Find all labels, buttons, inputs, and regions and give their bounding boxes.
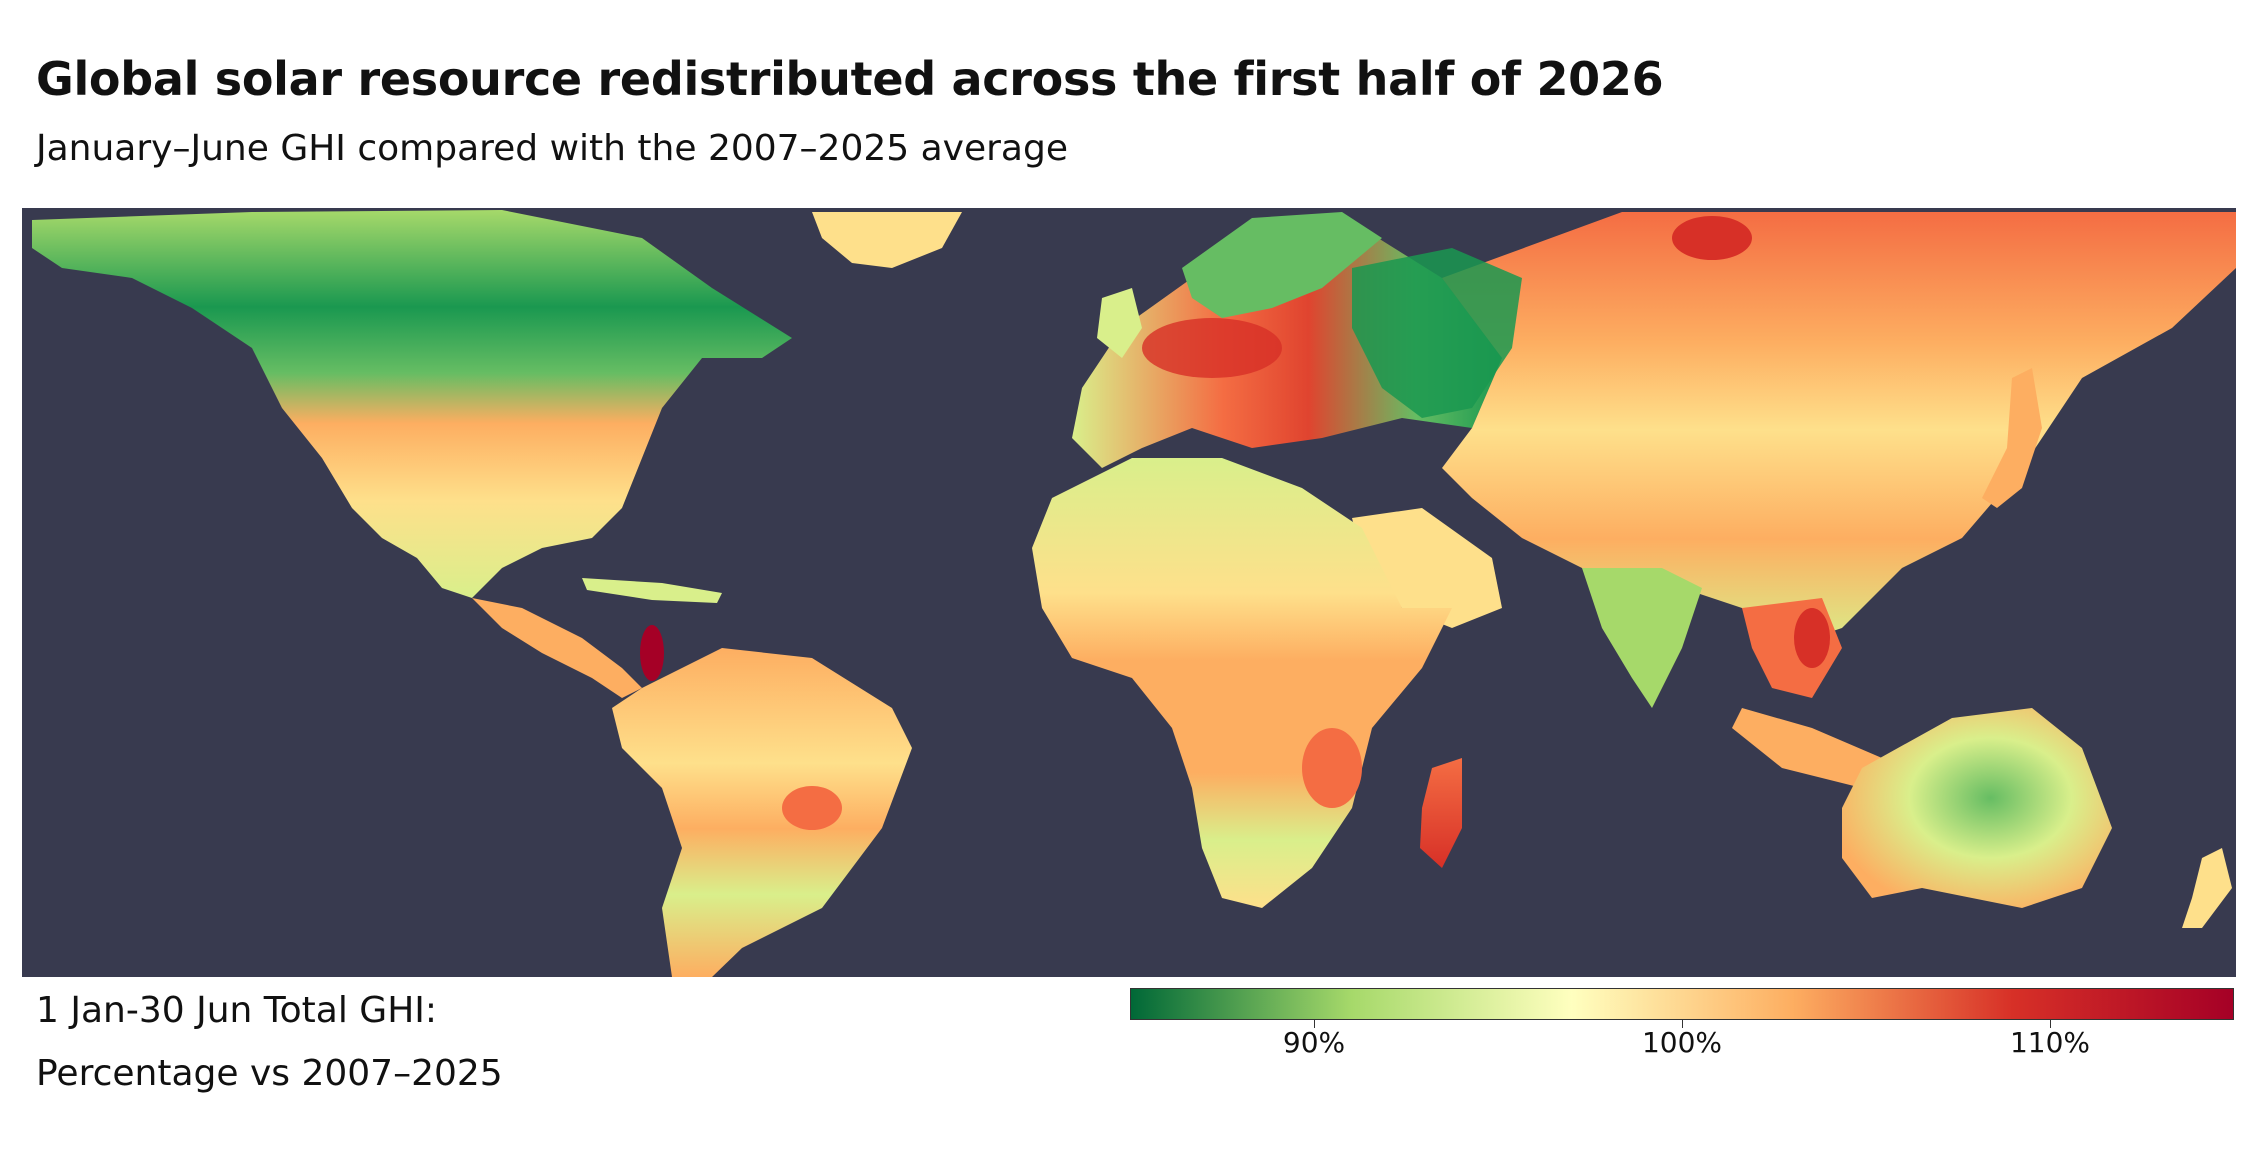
new-zealand: [2182, 848, 2232, 928]
australia: [1842, 708, 2112, 908]
asia: [1442, 212, 2236, 648]
uk: [1097, 288, 1142, 358]
central-america: [472, 598, 642, 698]
india: [1582, 568, 1702, 708]
south-america: [612, 648, 912, 977]
legend-tick-mark: [2050, 1020, 2051, 1028]
hotspot-brazil-south: [782, 786, 842, 830]
scandinavia: [1182, 212, 1382, 318]
hotspot-europe: [1142, 318, 1282, 378]
legend-caption-line1: 1 Jan-30 Jun Total GHI:: [36, 990, 438, 1031]
japan: [1982, 368, 2042, 508]
caribbean: [582, 578, 722, 603]
madagascar: [1420, 758, 1462, 868]
legend-tick-mark: [1682, 1020, 1683, 1028]
world-map: [22, 208, 2236, 977]
arabia: [1352, 508, 1502, 628]
north-america: [32, 210, 792, 598]
world-map-svg: [22, 208, 2236, 977]
legend-colorbar: [1130, 988, 2234, 1020]
legend-tick-label: 90%: [1282, 1026, 1346, 1059]
legend-caption-line2: Percentage vs 2007–2025: [36, 1053, 503, 1094]
legend-tick-label: 100%: [1641, 1026, 1723, 1059]
hotspot-ecuador: [640, 625, 664, 681]
greenland: [812, 212, 962, 268]
map-title: Global solar resource redistributed acro…: [36, 52, 1664, 106]
hotspot-east-africa: [1302, 728, 1362, 808]
hotspot-siberia: [1672, 216, 1752, 260]
legend-tick-label: 110%: [2009, 1026, 2091, 1059]
hotspot-vietnam: [1794, 608, 1830, 668]
central-asia: [1352, 248, 1522, 418]
map-subtitle: January–June GHI compared with the 2007–…: [36, 128, 1068, 169]
legend-tick-mark: [1314, 1020, 1315, 1028]
